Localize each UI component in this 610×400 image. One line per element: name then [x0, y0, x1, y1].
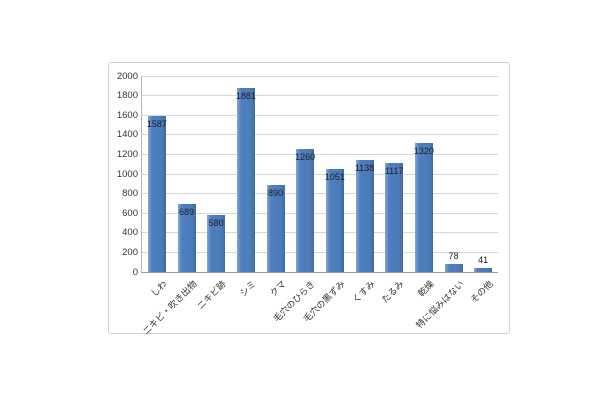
bar-value-label: 1260: [295, 151, 316, 162]
y-tick-label: 1600: [116, 109, 138, 121]
bar-value-label: 890: [267, 187, 284, 198]
bar-value-label: 1138: [354, 163, 375, 174]
bar: [207, 215, 226, 272]
bar: [325, 169, 344, 272]
bar: [414, 142, 433, 272]
gridline: [142, 75, 498, 77]
gridline: [142, 212, 498, 214]
y-tick-label: 200: [122, 246, 138, 258]
plot-area: 1587 689 580 1881 890 1260 1051 1138 1117 1320 78 4…: [141, 75, 498, 273]
bar: [266, 184, 285, 272]
y-tick-label: 1400: [116, 129, 138, 141]
bar: [236, 87, 255, 272]
y-tick-label: 1800: [116, 90, 138, 102]
y-tick-label: 0: [132, 266, 138, 278]
bar: [147, 116, 166, 272]
y-tick-label: 1200: [116, 148, 138, 160]
gridline: [142, 95, 498, 97]
bar-value-label: 1587: [146, 119, 167, 130]
x-axis: しわ ニキビ・吹き出物 ニキビ跡 シミ クマ 毛穴のひらき 毛穴の黒ずみ くすみ たるみ 乾燥 特に…: [140, 276, 497, 337]
gridline: [142, 251, 498, 253]
gridline: [142, 232, 498, 234]
bar: [355, 160, 374, 272]
bar: [296, 148, 315, 272]
bar-chart: 0 200 400 600 800 1000 1200 1400 1600 1800 2000 15…: [108, 62, 510, 337]
y-tick-label: 1000: [116, 168, 138, 180]
bar-value-label: 41: [478, 254, 489, 265]
gridline: [142, 153, 498, 155]
bar: [474, 267, 493, 272]
bar: [385, 162, 404, 272]
y-axis: 0 200 400 600 800 1000 1200 1400 1600 1800 2000: [109, 71, 138, 278]
x-tick-label: その他: [468, 278, 495, 305]
bar: [177, 204, 196, 272]
gridline: [142, 114, 498, 116]
y-tick-label: 600: [122, 207, 138, 219]
bar-value-label: 78: [448, 251, 459, 262]
y-tick-label: 800: [122, 188, 138, 200]
bar-value-label: 1320: [413, 145, 434, 156]
bar-value-label: 1051: [324, 172, 345, 182]
gridline: [142, 134, 498, 136]
y-tick-label: 2000: [116, 70, 138, 82]
bar: [444, 264, 463, 272]
bar-value-label: 1117: [384, 165, 404, 176]
bar-value-label: 689: [178, 207, 195, 218]
gridline: [142, 173, 498, 175]
bar-value-label: 1881: [235, 90, 256, 101]
bar-value-label: 580: [208, 218, 224, 229]
gridline: [142, 193, 498, 195]
y-tick-label: 400: [122, 227, 138, 239]
